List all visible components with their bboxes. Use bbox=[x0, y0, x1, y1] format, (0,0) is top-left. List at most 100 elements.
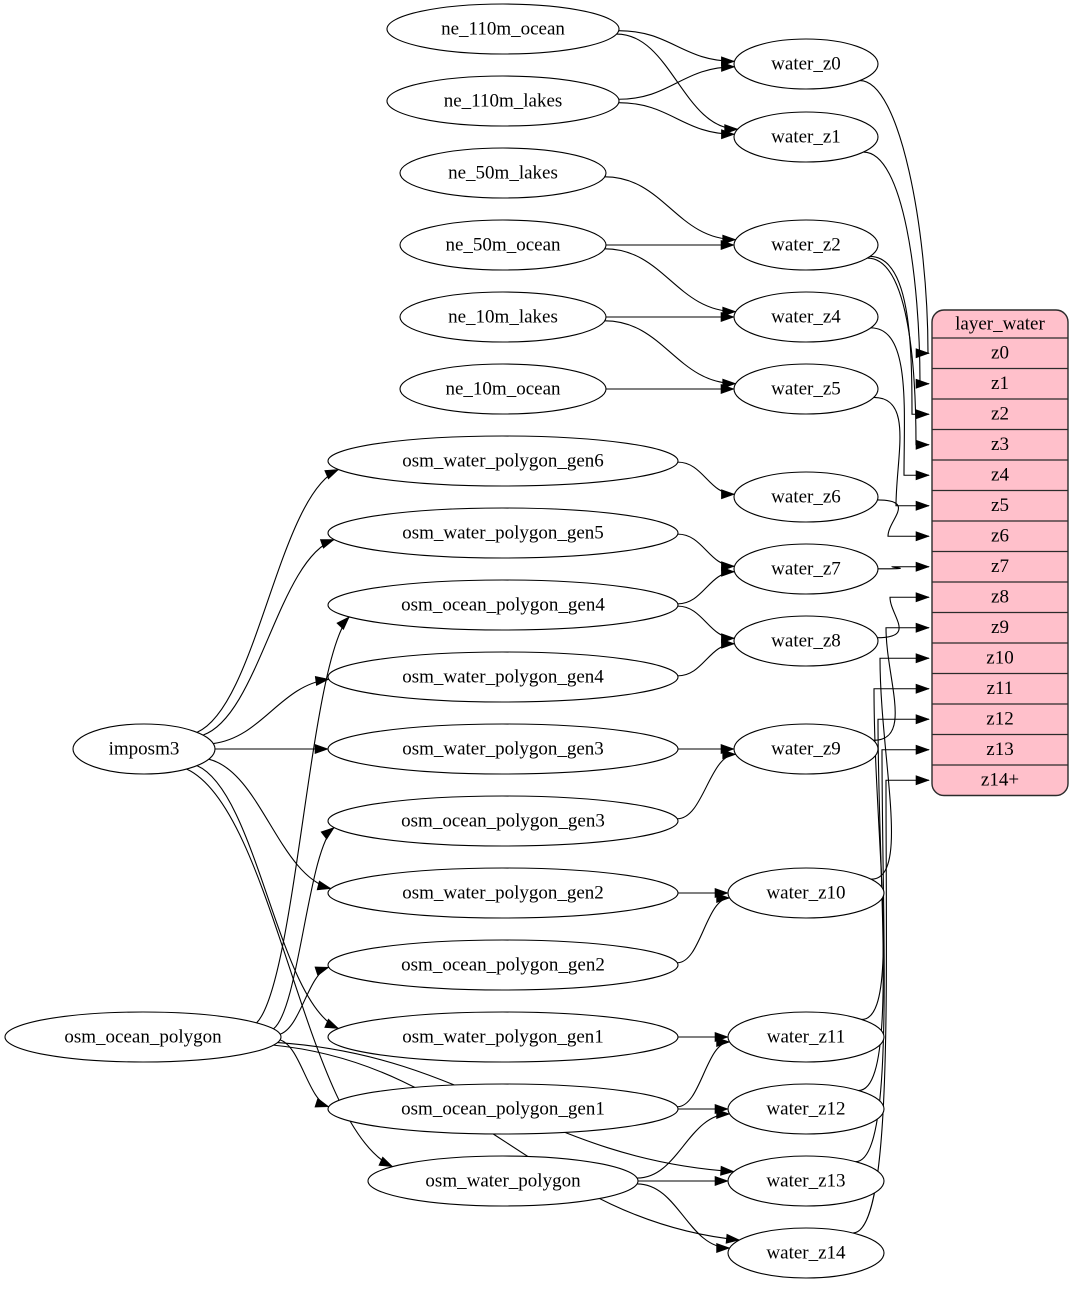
node-label: osm_water_polygon_gen3 bbox=[402, 738, 604, 759]
edge-arrowhead bbox=[915, 378, 930, 389]
edge-line bbox=[858, 718, 929, 1092]
graph-node-water_z0[interactable]: water_z0 bbox=[733, 38, 879, 90]
graph-edge bbox=[618, 30, 736, 67]
node-label: osm_water_polygon_gen4 bbox=[402, 666, 604, 687]
edge-line bbox=[196, 765, 339, 1029]
edge-line bbox=[677, 897, 730, 964]
graph-node-osm_ocean_polygon_gen3[interactable]: osm_ocean_polygon_gen3 bbox=[327, 795, 679, 847]
table-row[interactable]: z0 bbox=[991, 343, 1009, 364]
graph-edge bbox=[677, 605, 736, 644]
graph-node-ne_50m_lakes[interactable]: ne_50m_lakes bbox=[399, 147, 607, 199]
graph-node-water_z14[interactable]: water_z14 bbox=[727, 1227, 885, 1279]
graph-edge bbox=[604, 320, 737, 389]
edge-line bbox=[870, 327, 929, 476]
node-ellipse bbox=[733, 291, 879, 343]
node-ellipse bbox=[327, 579, 679, 631]
node-ellipse bbox=[327, 1011, 679, 1063]
graph-edge bbox=[677, 892, 731, 964]
graph-node-osm_water_polygon_gen4[interactable]: osm_water_polygon_gen4 bbox=[327, 651, 679, 703]
graph-node-water_z1[interactable]: water_z1 bbox=[733, 111, 879, 163]
table-row[interactable]: z5 bbox=[991, 495, 1009, 516]
graph-node-water_z10[interactable]: water_z10 bbox=[727, 867, 885, 919]
node-label: water_z4 bbox=[771, 306, 841, 327]
graph-node-ne_10m_lakes[interactable]: ne_10m_lakes bbox=[399, 291, 607, 343]
edge-arrowhead bbox=[721, 638, 736, 649]
graph-node-osm_ocean_polygon_gen2[interactable]: osm_ocean_polygon_gen2 bbox=[327, 939, 679, 991]
edge-arrowhead bbox=[915, 348, 930, 359]
graph-node-water_z13[interactable]: water_z13 bbox=[727, 1155, 885, 1207]
graph-node-osm_ocean_polygon_gen1[interactable]: osm_ocean_polygon_gen1 bbox=[327, 1083, 679, 1135]
edge-arrowhead bbox=[324, 469, 340, 480]
table-row[interactable]: z2 bbox=[991, 404, 1009, 425]
edge-line bbox=[877, 596, 929, 639]
table-header-label: layer_water bbox=[955, 313, 1045, 334]
edge-line bbox=[677, 461, 735, 495]
table-row[interactable]: z4 bbox=[991, 465, 1009, 486]
node-ellipse bbox=[327, 1083, 679, 1135]
graph-node-osm_water_polygon_gen5[interactable]: osm_water_polygon_gen5 bbox=[327, 507, 679, 559]
layer-water-table[interactable]: layer_water z0 z1 z2 z3 z4 z5 z6 z7 z8 z9 z10 z11 z12… bbox=[931, 309, 1069, 797]
graph-node-ne_110m_ocean[interactable]: ne_110m_ocean bbox=[386, 3, 620, 55]
table-row[interactable]: z1 bbox=[991, 373, 1009, 394]
graph-edge bbox=[213, 676, 330, 745]
graph-node-water_z6[interactable]: water_z6 bbox=[733, 471, 879, 523]
edge-arrowhead bbox=[720, 239, 735, 251]
graph-node-ne_110m_lakes[interactable]: ne_110m_lakes bbox=[386, 75, 620, 127]
edge-line bbox=[604, 248, 736, 313]
graph-node-osm_water_polygon_gen6[interactable]: osm_water_polygon_gen6 bbox=[327, 435, 679, 487]
table-row-label: z14+ bbox=[981, 770, 1019, 791]
node-label: osm_ocean_polygon_gen3 bbox=[401, 810, 605, 831]
edge-arrowhead bbox=[720, 1165, 735, 1176]
table-row[interactable]: z7 bbox=[991, 556, 1009, 577]
graph-edge bbox=[196, 469, 340, 733]
graph-node-water_z5[interactable]: water_z5 bbox=[733, 363, 879, 415]
edge-line bbox=[256, 616, 350, 1024]
table-row[interactable]: z9 bbox=[991, 617, 1009, 638]
edge-arrowhead bbox=[720, 383, 735, 395]
graph-node-ne_10m_ocean[interactable]: ne_10m_ocean bbox=[399, 363, 607, 415]
node-label: water_z1 bbox=[771, 126, 841, 147]
graph-node-osm_ocean_polygon_gen4[interactable]: osm_ocean_polygon_gen4 bbox=[327, 579, 679, 631]
graph-node-ne_50m_ocean[interactable]: ne_50m_ocean bbox=[399, 219, 607, 271]
node-label: ne_10m_ocean bbox=[445, 378, 561, 399]
graph-edge bbox=[877, 592, 930, 639]
graph-node-osm_water_polygon_gen3[interactable]: osm_water_polygon_gen3 bbox=[327, 723, 679, 775]
graph-node-imposm3[interactable]: imposm3 bbox=[72, 723, 216, 775]
graph-node-osm_water_polygon_gen1[interactable]: osm_water_polygon_gen1 bbox=[327, 1011, 679, 1063]
graph-node-water_z11[interactable]: water_z11 bbox=[727, 1011, 885, 1063]
node-label: osm_water_polygon_gen2 bbox=[402, 882, 604, 903]
graph-edge bbox=[604, 248, 737, 317]
graph-node-water_z12[interactable]: water_z12 bbox=[727, 1083, 885, 1135]
graph-node-water_z9[interactable]: water_z9 bbox=[733, 723, 879, 775]
table-row[interactable]: z8 bbox=[991, 587, 1009, 608]
graph-node-water_z4[interactable]: water_z4 bbox=[733, 291, 879, 343]
table-row[interactable]: z3 bbox=[991, 434, 1009, 455]
node-ellipse bbox=[327, 795, 679, 847]
node-ellipse bbox=[386, 75, 620, 127]
graph-edge bbox=[858, 714, 930, 1092]
node-label: ne_10m_lakes bbox=[448, 306, 558, 327]
table-row-label: z10 bbox=[986, 648, 1013, 669]
table-row[interactable]: z11 bbox=[987, 678, 1014, 699]
graph-node-water_z7[interactable]: water_z7 bbox=[733, 543, 879, 595]
edge-arrowhead bbox=[720, 311, 735, 323]
edge-arrowhead bbox=[915, 775, 930, 786]
table-row[interactable]: z13 bbox=[986, 739, 1013, 760]
edge-line bbox=[208, 758, 331, 890]
table-row[interactable]: z10 bbox=[986, 648, 1013, 669]
node-label: water_z0 bbox=[771, 53, 841, 74]
graph-node-osm_water_polygon[interactable]: osm_water_polygon bbox=[367, 1155, 639, 1207]
graph-node-water_z8[interactable]: water_z8 bbox=[733, 615, 879, 667]
table-row[interactable]: z14+ bbox=[981, 770, 1019, 791]
edge-line bbox=[877, 499, 929, 537]
graph-edge bbox=[869, 255, 930, 420]
graph-node-osm_water_polygon_gen2[interactable]: osm_water_polygon_gen2 bbox=[327, 867, 679, 919]
graph-edge bbox=[677, 461, 736, 500]
edge-line bbox=[873, 627, 929, 741]
graph-node-water_z2[interactable]: water_z2 bbox=[733, 219, 879, 271]
table-row[interactable]: z6 bbox=[991, 526, 1009, 547]
table-row[interactable]: z12 bbox=[986, 709, 1013, 730]
graph-node-osm_ocean_polygon[interactable]: osm_ocean_polygon bbox=[4, 1011, 282, 1063]
table-row-label: z3 bbox=[991, 434, 1009, 455]
